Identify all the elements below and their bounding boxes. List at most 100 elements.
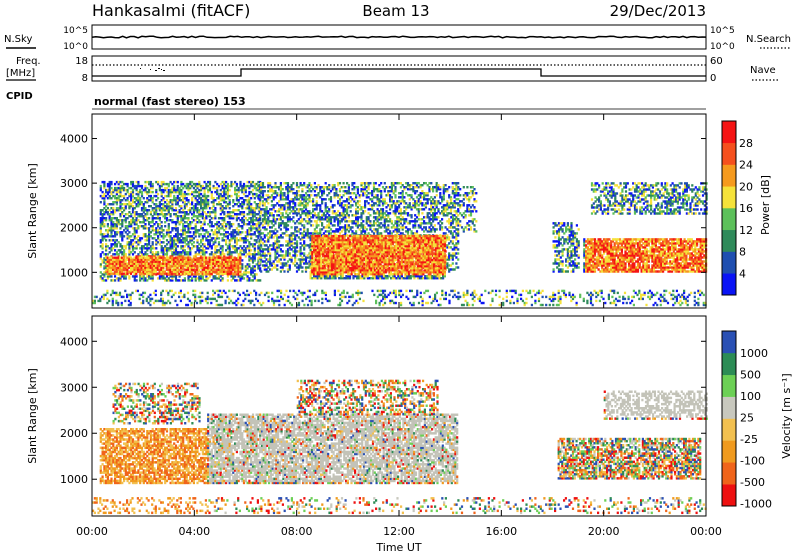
heatmap-cell	[253, 209, 256, 212]
heatmap-cell	[139, 275, 142, 278]
heatmap-cell	[157, 237, 160, 240]
heatmap-cell	[205, 239, 208, 242]
heatmap-cell	[154, 268, 158, 271]
heatmap-cell	[223, 255, 226, 258]
heatmap-cell	[187, 199, 190, 202]
heatmap-cell	[180, 255, 183, 258]
heatmap-cell	[212, 243, 215, 246]
heatmap-cell	[180, 262, 183, 265]
heatmap-cell	[110, 219, 113, 222]
heatmap-cell	[117, 258, 120, 261]
heatmap-cell	[194, 272, 197, 275]
heatmap-cell	[194, 255, 197, 258]
heatmap-cell	[144, 215, 147, 218]
heatmap-cell	[165, 256, 168, 259]
heatmap-cell	[130, 197, 133, 200]
heatmap-cell	[230, 251, 233, 254]
heatmap-cell	[142, 277, 145, 280]
heatmap-cell	[196, 264, 199, 267]
heatmap-cell	[128, 249, 131, 252]
heatmap-cell	[176, 199, 179, 202]
heatmap-cell	[156, 258, 159, 261]
heatmap-cell	[99, 221, 102, 224]
heatmap-cell	[201, 229, 204, 232]
heatmap-cell	[108, 270, 111, 273]
heatmap-cell	[187, 260, 190, 263]
heatmap-cell	[279, 224, 282, 227]
heatmap-cell	[196, 203, 199, 206]
heatmap-cell	[244, 235, 247, 238]
heatmap-cell	[135, 229, 138, 232]
heatmap-cell	[142, 203, 145, 206]
heatmap-cell	[101, 259, 104, 262]
heatmap-cell	[194, 277, 197, 280]
heatmap-cell	[250, 184, 253, 188]
heatmap-cell	[239, 275, 242, 278]
heatmap-cell	[192, 211, 195, 214]
heatmap-cell	[162, 255, 165, 258]
heatmap-cell	[176, 184, 179, 188]
heatmap-cell	[191, 243, 194, 246]
heatmap-cell	[144, 251, 147, 254]
heatmap-cell	[124, 192, 127, 196]
heatmap-cell	[140, 201, 144, 204]
heatmap-cell	[117, 279, 120, 282]
heatmap-cell	[137, 260, 140, 263]
heatmap-cell	[139, 247, 142, 250]
heatmap-cell	[241, 237, 244, 240]
heatmap-cell	[131, 192, 135, 196]
heatmap-cell	[244, 269, 247, 272]
heatmap-cell	[112, 260, 115, 263]
heatmap-cell	[196, 241, 199, 244]
heatmap-cell	[246, 231, 249, 234]
heatmap-cell	[324, 198, 327, 201]
heatmap-cell	[106, 235, 109, 238]
heatmap-cell	[140, 275, 144, 278]
heatmap-cell	[108, 190, 111, 194]
heatmap-cell	[158, 256, 161, 259]
heatmap-cell	[158, 268, 161, 271]
heatmap-cell	[110, 239, 113, 242]
heatmap-cell	[137, 257, 140, 260]
heatmap-cell	[112, 266, 115, 269]
heatmap-cell	[251, 217, 255, 220]
heatmap-cell	[153, 223, 156, 226]
freq-label-line1: Freq.	[16, 56, 41, 67]
heatmap-cell	[185, 205, 188, 208]
heatmap-cell	[244, 217, 247, 220]
heatmap-cell	[176, 217, 179, 220]
heatmap-cell	[246, 194, 249, 198]
heatmap-cell	[133, 268, 136, 271]
heatmap-cell	[140, 272, 143, 275]
heatmap-cell	[149, 180, 152, 184]
heatmap-cell	[190, 260, 193, 263]
heatmap-cell	[250, 249, 253, 252]
heatmap-cell	[128, 186, 131, 190]
heatmap-cell	[196, 262, 199, 265]
heatmap-cell	[180, 221, 183, 224]
heatmap-cell	[165, 217, 169, 220]
heatmap-cell	[148, 199, 151, 202]
heatmap-cell	[146, 197, 149, 200]
heatmap-cell	[158, 275, 161, 278]
heatmap-cell	[122, 258, 125, 261]
heatmap-cell	[210, 223, 213, 226]
heatmap-cell	[212, 186, 215, 190]
heatmap-cell	[306, 228, 309, 231]
heatmap-cell	[182, 249, 185, 252]
heatmap-cell	[169, 213, 172, 216]
heatmap-cell	[369, 214, 372, 217]
heatmap-cell	[117, 277, 120, 280]
heatmap-cell	[172, 258, 175, 261]
heatmap-cell	[183, 227, 186, 230]
heatmap-cell	[196, 260, 199, 263]
heatmap-cell	[124, 258, 127, 261]
heatmap-cell	[191, 239, 194, 242]
heatmap-cell	[185, 253, 188, 256]
heatmap-cell	[119, 266, 122, 269]
heatmap-cell	[232, 199, 235, 202]
heatmap-cell	[190, 264, 193, 267]
heatmap-cell	[232, 211, 235, 214]
heatmap-cell	[158, 203, 161, 206]
heatmap-cell	[158, 260, 161, 263]
